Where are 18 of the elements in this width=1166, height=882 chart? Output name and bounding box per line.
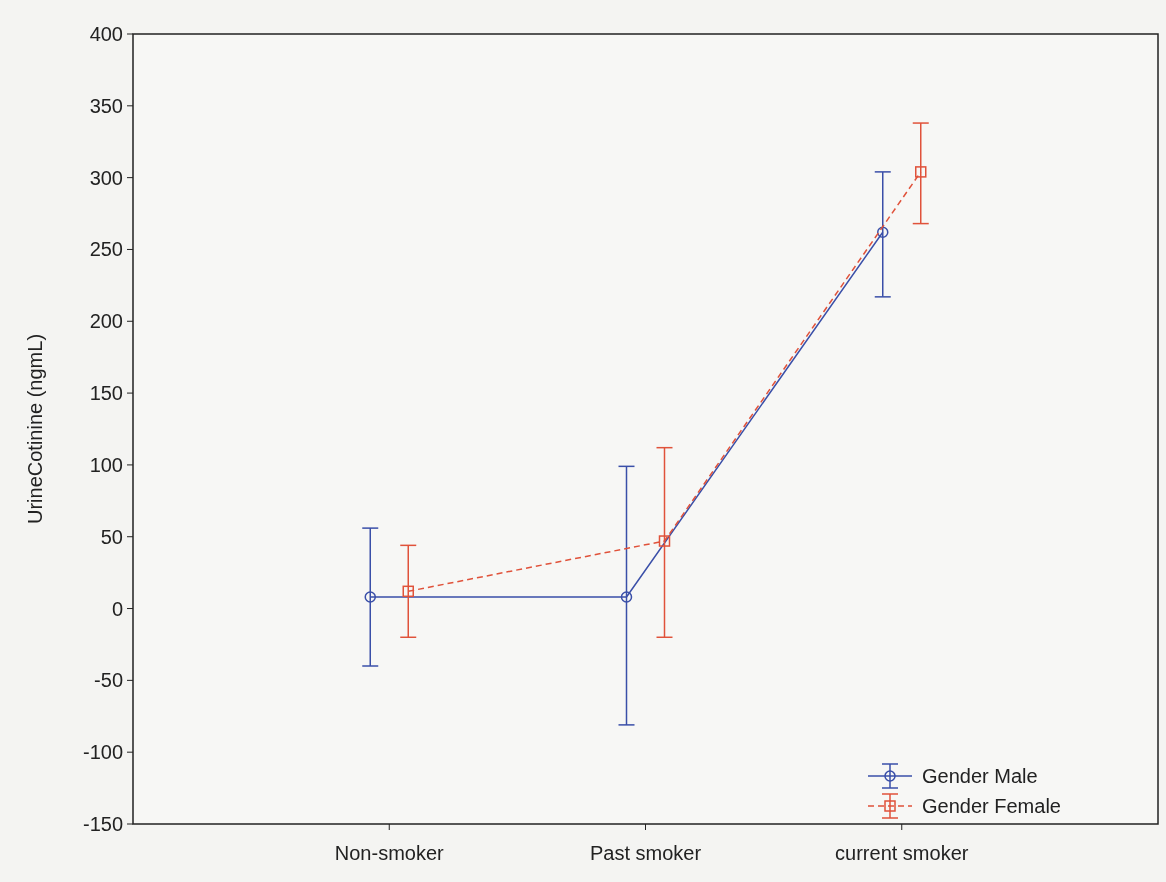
legend-label: Gender Male: [922, 765, 1038, 787]
x-tick-label: Non-smoker: [334, 842, 445, 864]
y-tick-label: -150: [82, 813, 123, 835]
y-tick-label: 200: [89, 310, 123, 333]
y-tick-label: 150: [89, 382, 123, 405]
y-tick-label: -50: [94, 669, 123, 692]
x-tick-label: current smoker: [835, 842, 969, 864]
y-tick-label: -100: [82, 741, 123, 764]
y-tick-label: 250: [89, 238, 123, 261]
y-tick-label: 400: [89, 23, 123, 45]
y-tick-label: 50: [100, 525, 123, 548]
x-tick-label: Past smoker: [589, 842, 702, 864]
y-tick-label: 100: [89, 453, 123, 476]
y-axis-title: UrineCotinine (ngmL): [24, 333, 46, 525]
y-tick-label: 300: [89, 166, 123, 189]
y-tick-label: 0: [111, 597, 123, 620]
y-tick-label: 350: [89, 94, 123, 117]
legend-label: Gender Female: [922, 795, 1061, 817]
